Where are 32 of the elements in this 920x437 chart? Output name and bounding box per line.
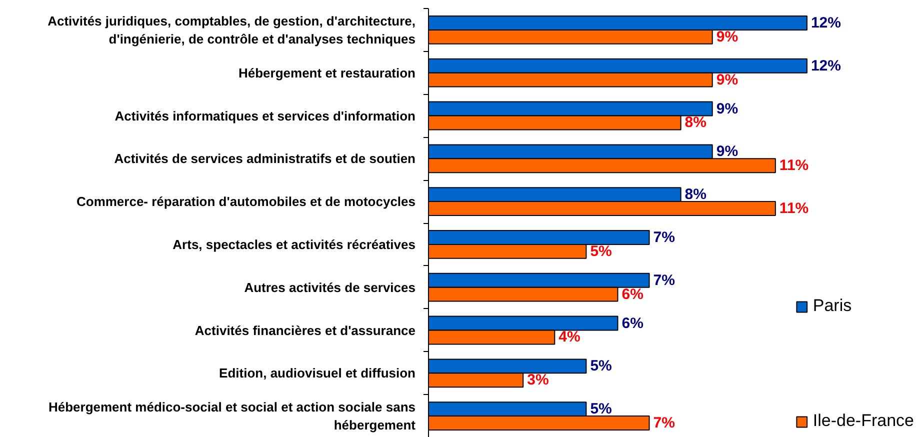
data-label: 8% xyxy=(684,186,706,204)
data-label: 5% xyxy=(590,400,612,418)
data-label: 3% xyxy=(527,372,549,389)
y-tick-label: Activités de services administratifs et de soutien xyxy=(114,151,416,166)
data-label: 9% xyxy=(716,28,738,46)
y-tick-label: Edition, audiovisuel et diffusion xyxy=(219,366,416,381)
data-label: 4% xyxy=(558,328,580,346)
y-tick-label: Hébergement et restauration xyxy=(238,65,416,80)
legend-label: Paris xyxy=(812,296,852,316)
data-label: 11% xyxy=(779,200,809,218)
data-label: 11% xyxy=(779,157,809,174)
y-tick-label: Autres activités de services xyxy=(244,280,416,295)
y-tick-label: Activités juridiques, comptables, de gestion, d'architecture, d'ingénierie, de contrôle et d'analyses techniques xyxy=(48,13,416,46)
data-label: 6% xyxy=(622,314,644,332)
y-tick-label: Activités financières et d'assurance xyxy=(194,322,416,338)
legend-label: Ile-de-France xyxy=(812,411,914,431)
data-label: 8% xyxy=(684,114,706,132)
data-label: 12% xyxy=(810,14,841,32)
data-label: 5% xyxy=(590,242,612,260)
data-label: 9% xyxy=(716,71,738,88)
data-label: 7% xyxy=(653,272,675,289)
data-label: 12% xyxy=(810,57,841,74)
y-tick-label: Arts, spectacles et activités récréatives xyxy=(172,236,416,252)
data-label: 7% xyxy=(653,228,675,246)
y-tick-label: Hébergement médico-social et social et action sociale sans hébergement xyxy=(48,400,416,433)
data-label: 5% xyxy=(590,358,612,375)
data-label: 9% xyxy=(716,100,738,118)
data-label: 6% xyxy=(622,286,644,303)
y-tick-label: Activités informatiques et services d'information xyxy=(114,108,416,124)
y-tick-label: Commerce- réparation d'automobiles et de motocycles xyxy=(76,194,416,210)
data-label: 9% xyxy=(716,143,738,160)
data-label: 7% xyxy=(653,414,675,432)
